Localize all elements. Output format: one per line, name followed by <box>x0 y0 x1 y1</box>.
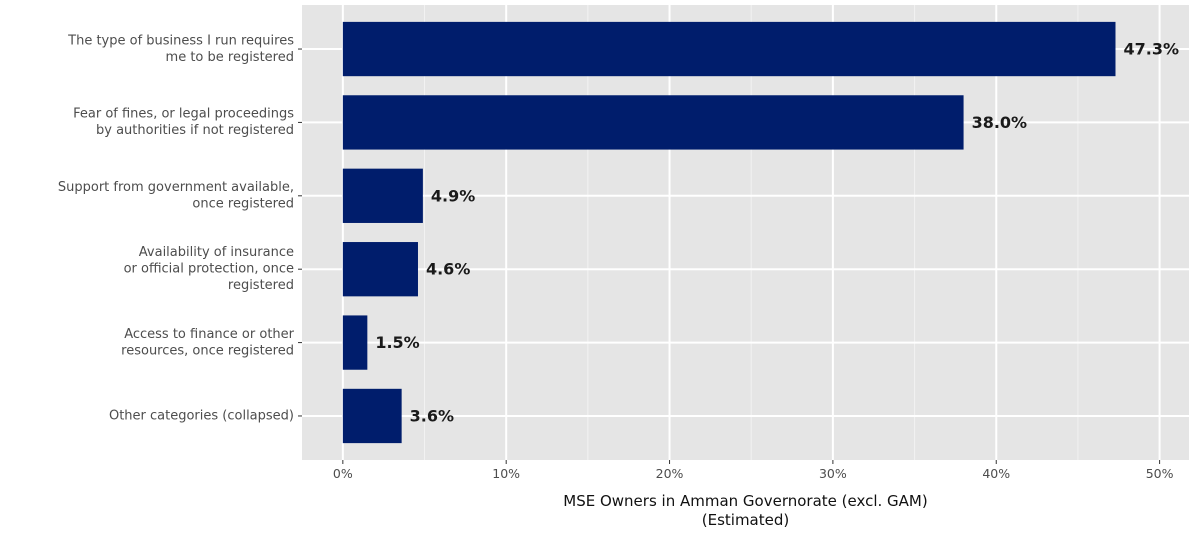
bars <box>342 21 1116 444</box>
bar <box>342 388 402 444</box>
bar <box>342 242 418 297</box>
data-labels: 47.3% 38.0% 4.9% 4.6% 1.5% 3.6% <box>375 40 1179 426</box>
bar <box>342 95 964 150</box>
data-label: 3.6% <box>410 406 454 425</box>
bar <box>342 168 423 223</box>
y-axis: The type of business I run requires me to… <box>58 33 302 423</box>
category-label: Support from government available, once r… <box>58 180 294 212</box>
x-axis: 0% 10% 20% 30% 40% 50% <box>333 460 1174 481</box>
bar <box>342 21 1116 77</box>
category-label: The type of business I run requires me to… <box>67 33 294 65</box>
grid-lines <box>302 5 1189 460</box>
x-tick-label: 50% <box>1146 466 1174 481</box>
x-axis-title: MSE Owners in Amman Governorate (excl. G… <box>563 492 927 529</box>
x-tick-label: 40% <box>982 466 1010 481</box>
x-tick-label: 10% <box>492 466 520 481</box>
category-label: Access to finance or other resources, onc… <box>121 327 294 359</box>
category-label: Other categories (collapsed) <box>109 408 294 423</box>
bar <box>342 315 368 370</box>
category-label: Fear of fines, or legal proceedings by au… <box>73 107 294 139</box>
plot-panel <box>302 5 1189 460</box>
x-axis-title: MSE Owners in Amman Governorate (excl. G… <box>563 492 927 529</box>
data-label: 4.9% <box>431 186 475 205</box>
x-tick-label: 30% <box>819 466 847 481</box>
data-label: 1.5% <box>375 333 419 352</box>
data-label: 4.6% <box>426 260 470 279</box>
data-label: 38.0% <box>972 113 1028 132</box>
data-label: 47.3% <box>1123 40 1179 59</box>
x-tick-label: 20% <box>656 466 684 481</box>
category-label: Availability of insurance or official pro… <box>124 245 294 293</box>
x-tick-label: 0% <box>333 466 353 481</box>
